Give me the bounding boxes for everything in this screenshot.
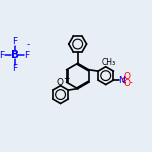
Text: O: O: [56, 78, 63, 87]
Text: B: B: [10, 50, 19, 60]
Text: O: O: [123, 79, 130, 88]
Text: F: F: [25, 51, 30, 60]
Text: +: +: [63, 74, 69, 83]
Text: F: F: [0, 51, 4, 60]
Text: F: F: [12, 64, 17, 73]
Text: -: -: [129, 78, 132, 87]
Text: O: O: [123, 72, 130, 81]
Text: N: N: [118, 76, 125, 85]
Text: CH₃: CH₃: [102, 59, 116, 67]
Text: F: F: [12, 37, 17, 46]
Text: -: -: [27, 40, 30, 49]
